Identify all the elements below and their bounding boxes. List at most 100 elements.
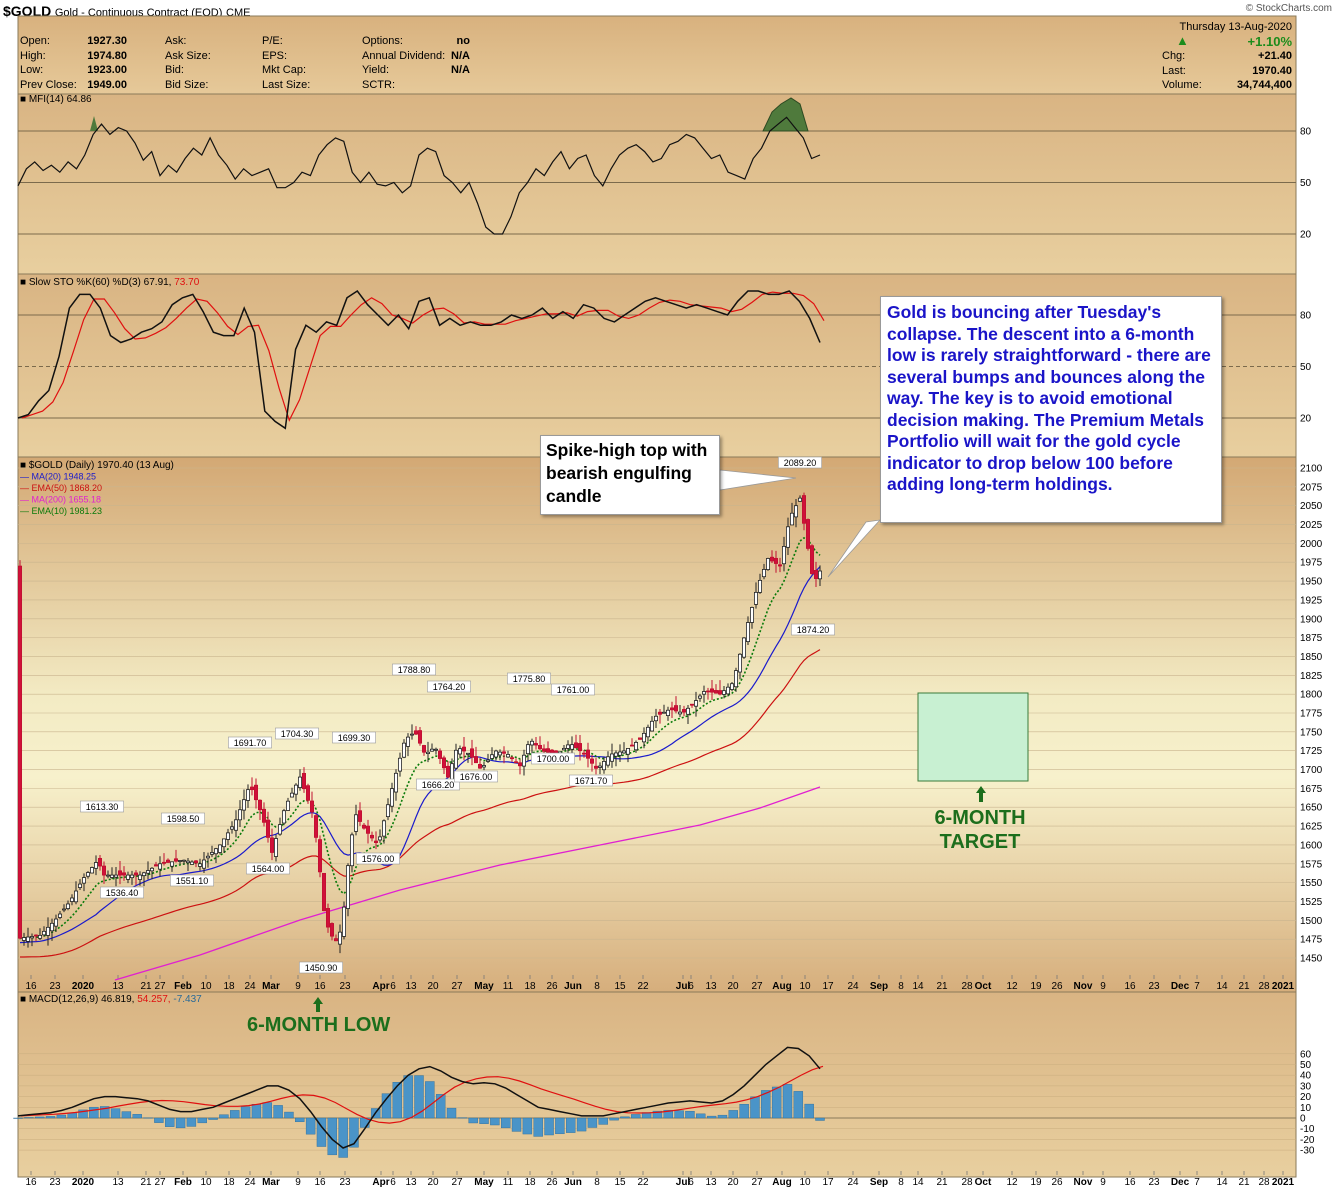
candle-body xyxy=(46,926,51,936)
candle-body xyxy=(413,730,418,735)
candle-body xyxy=(94,862,99,869)
x-tick-label-macd: Aug xyxy=(772,1177,791,1188)
quote-fund-label: P/E: xyxy=(262,35,283,47)
price-tick-label: 1725 xyxy=(1300,746,1323,757)
candle-body xyxy=(505,754,510,758)
macd-histogram-bar xyxy=(154,1117,164,1123)
price-tick-label: 1625 xyxy=(1300,822,1323,833)
sto-d-line xyxy=(21,291,825,422)
candle-body xyxy=(433,748,438,751)
candle-body xyxy=(349,834,354,867)
x-tick-label-price: 16 xyxy=(314,981,326,992)
candle-body xyxy=(273,838,278,857)
macd-histogram-bar xyxy=(782,1084,793,1119)
macd-histogram-bar xyxy=(273,1105,283,1119)
macd-histogram-bar xyxy=(446,1107,457,1119)
price-tick-label: 1800 xyxy=(1300,690,1323,701)
macd-histogram-bar xyxy=(663,1109,673,1119)
x-tick-label-price: 13 xyxy=(112,981,124,992)
candle-body xyxy=(802,495,807,524)
macd-histogram-bar xyxy=(186,1117,197,1127)
candle-body xyxy=(417,730,422,744)
x-tick-label-price: Apr xyxy=(372,981,389,992)
x-tick-label-price: Jul xyxy=(676,981,691,992)
x-tick-label-macd: Oct xyxy=(975,1177,992,1188)
candle-body xyxy=(642,732,647,743)
price-label-box xyxy=(100,886,144,899)
sto-tick-label: 50 xyxy=(1300,362,1312,373)
candle-body xyxy=(333,938,338,942)
price-label: 1450.90 xyxy=(305,963,338,973)
x-tick-label-price: 24 xyxy=(847,981,859,992)
macd-histogram-bar xyxy=(132,1114,142,1119)
macd-histogram-bar xyxy=(78,1109,88,1119)
price-tick-label: 2075 xyxy=(1300,482,1323,493)
candle-body xyxy=(369,834,374,839)
ema10-line xyxy=(19,536,821,939)
x-tick-label-macd: 21 xyxy=(140,1177,152,1188)
candle-body xyxy=(21,937,26,941)
candle-body xyxy=(453,749,458,769)
price-tick-label: 1925 xyxy=(1300,595,1323,606)
candle-body xyxy=(594,765,599,769)
candle-body xyxy=(70,897,75,902)
x-tick-label-macd: 14 xyxy=(912,1177,924,1188)
macd-histogram-bar xyxy=(121,1111,132,1119)
price-label: 1671.70 xyxy=(575,776,608,786)
candle-body xyxy=(578,743,583,752)
price-legend-item: — EMA(50) 1868.20 xyxy=(20,483,102,493)
x-tick-label-macd: 27 xyxy=(154,1177,166,1188)
candle-body xyxy=(638,737,643,740)
candle-body xyxy=(29,936,34,939)
x-tick-label-macd: Jun xyxy=(564,1177,582,1188)
candle-body xyxy=(718,690,723,695)
quote-ask-row: Bid: xyxy=(165,63,255,78)
macd-histogram-bar xyxy=(739,1104,749,1119)
x-tick-label-macd: 2020 xyxy=(72,1177,95,1188)
x-tick-label-price: 21 xyxy=(936,981,948,992)
quote-opt-label: Yield: xyxy=(362,64,390,76)
x-tick-label-price: Dec xyxy=(1171,981,1190,992)
candle-body xyxy=(58,913,63,918)
x-tick-label-price: 14 xyxy=(1216,981,1228,992)
candle-body xyxy=(397,757,402,772)
price-label: 1761.00 xyxy=(557,685,590,695)
x-tick-label-price: 28 xyxy=(961,981,973,992)
x-tick-label-macd: 10 xyxy=(799,1177,811,1188)
x-tick-label-macd: 6 xyxy=(390,1177,396,1188)
x-tick-label-macd: 24 xyxy=(244,1177,256,1188)
macd-histogram-bar xyxy=(587,1117,598,1128)
candle-body xyxy=(574,742,579,749)
macd-histogram-bar xyxy=(175,1117,186,1129)
candle-body xyxy=(217,844,222,853)
x-tick-label-price: 26 xyxy=(1051,981,1063,992)
quote-fund-row: EPS: xyxy=(262,49,352,64)
price-tick-label: 1650 xyxy=(1300,803,1323,814)
macd-histogram-bar xyxy=(45,1116,56,1119)
macd-histogram-bar xyxy=(327,1117,337,1156)
x-tick-label-price: May xyxy=(474,981,494,992)
candle-body xyxy=(201,859,206,869)
candle-body xyxy=(393,772,398,793)
x-tick-label-macd: 18 xyxy=(223,1177,235,1188)
candle-body xyxy=(818,570,823,580)
x-tick-label-price: 22 xyxy=(637,981,649,992)
macd-tick-label: 0 xyxy=(1300,1114,1306,1125)
candle-body xyxy=(534,743,539,746)
x-tick-label-macd: Sep xyxy=(870,1177,888,1188)
candle-body xyxy=(225,832,230,840)
quote-opt-row: SCTR: xyxy=(362,78,470,93)
candle-body xyxy=(149,867,154,872)
quote-fund-label: Last Size: xyxy=(262,78,311,91)
x-tick-label-price: 23 xyxy=(49,981,61,992)
x-tick-label-macd: 18 xyxy=(524,1177,536,1188)
ma200-line xyxy=(114,786,821,981)
candle-body xyxy=(746,622,751,642)
candle-body xyxy=(465,752,470,755)
candle-body xyxy=(189,861,194,865)
brand-label: © StockCharts.com xyxy=(1245,3,1332,14)
quote-block-options: Options: no Annual Dividend: N/A Yield: N/A SC… xyxy=(362,34,470,92)
macd-histogram-bar xyxy=(56,1114,67,1119)
price-tick-label: 2000 xyxy=(1300,539,1323,550)
mfi-tick-label: 50 xyxy=(1300,178,1312,189)
